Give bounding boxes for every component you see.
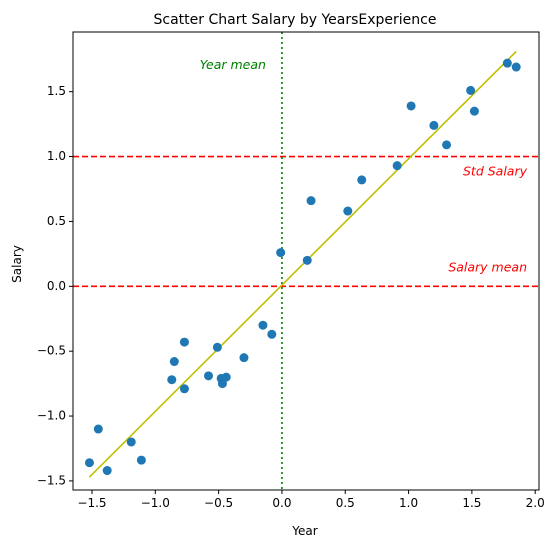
annotation-std-salary: Std Salary bbox=[463, 164, 528, 179]
x-tick-label: −0.5 bbox=[204, 496, 233, 510]
data-point-10 bbox=[212, 342, 222, 352]
data-point-0 bbox=[84, 458, 94, 468]
data-point-28 bbox=[502, 58, 512, 68]
y-tick-label: 1.0 bbox=[47, 149, 66, 163]
x-axis-label: Year bbox=[291, 524, 317, 538]
data-point-5 bbox=[167, 375, 177, 385]
plot-area: Year mean Std Salary Salary mean −1.5 −1.0 −0… bbox=[37, 31, 545, 510]
data-point-24 bbox=[429, 120, 439, 130]
x-tick-label: 1.5 bbox=[462, 496, 481, 510]
y-tick-label: 1.5 bbox=[47, 84, 66, 98]
chart-title: Scatter Chart Salary by YearsExperience bbox=[154, 12, 437, 28]
y-axis-label: Salary bbox=[10, 245, 24, 283]
x-tick-label: 0.0 bbox=[272, 496, 291, 510]
data-point-3 bbox=[126, 437, 136, 447]
axes-frame bbox=[72, 31, 540, 491]
data-point-17 bbox=[276, 248, 286, 258]
regression-line bbox=[88, 50, 517, 478]
y-tick-label: −1.5 bbox=[37, 473, 66, 487]
data-point-14 bbox=[239, 353, 249, 363]
data-point-26 bbox=[466, 85, 476, 95]
data-point-1 bbox=[93, 424, 103, 434]
x-tick-label: −1.0 bbox=[141, 496, 170, 510]
data-point-12 bbox=[217, 379, 227, 389]
x-tick-label: 0.5 bbox=[336, 496, 355, 510]
data-point-18 bbox=[302, 255, 312, 265]
data-point-25 bbox=[442, 140, 452, 150]
x-tick-label: 1.0 bbox=[399, 496, 418, 510]
data-point-27 bbox=[469, 106, 479, 116]
data-point-29 bbox=[511, 62, 521, 72]
data-point-15 bbox=[258, 320, 268, 330]
x-tick-label: 2.0 bbox=[526, 496, 545, 510]
data-point-8 bbox=[179, 384, 189, 394]
data-point-21 bbox=[357, 175, 367, 185]
y-tick-label: 0.0 bbox=[47, 279, 66, 293]
x-tick-label: −1.5 bbox=[77, 496, 106, 510]
data-point-20 bbox=[343, 206, 353, 216]
data-point-6 bbox=[169, 357, 179, 367]
data-point-2 bbox=[102, 466, 112, 476]
data-point-22 bbox=[392, 161, 402, 171]
annotation-year-mean: Year mean bbox=[200, 57, 266, 72]
data-point-16 bbox=[267, 329, 277, 339]
data-point-13 bbox=[221, 372, 231, 382]
data-point-4 bbox=[136, 455, 146, 465]
annotation-salary-mean: Salary mean bbox=[448, 260, 527, 275]
data-point-9 bbox=[203, 371, 213, 381]
y-tick-label: −1.0 bbox=[37, 409, 66, 423]
y-tick-label: 0.5 bbox=[47, 214, 66, 228]
data-point-19 bbox=[306, 196, 316, 206]
data-point-7 bbox=[179, 337, 189, 347]
y-tick-label: −0.5 bbox=[37, 344, 66, 358]
data-point-23 bbox=[406, 101, 416, 111]
